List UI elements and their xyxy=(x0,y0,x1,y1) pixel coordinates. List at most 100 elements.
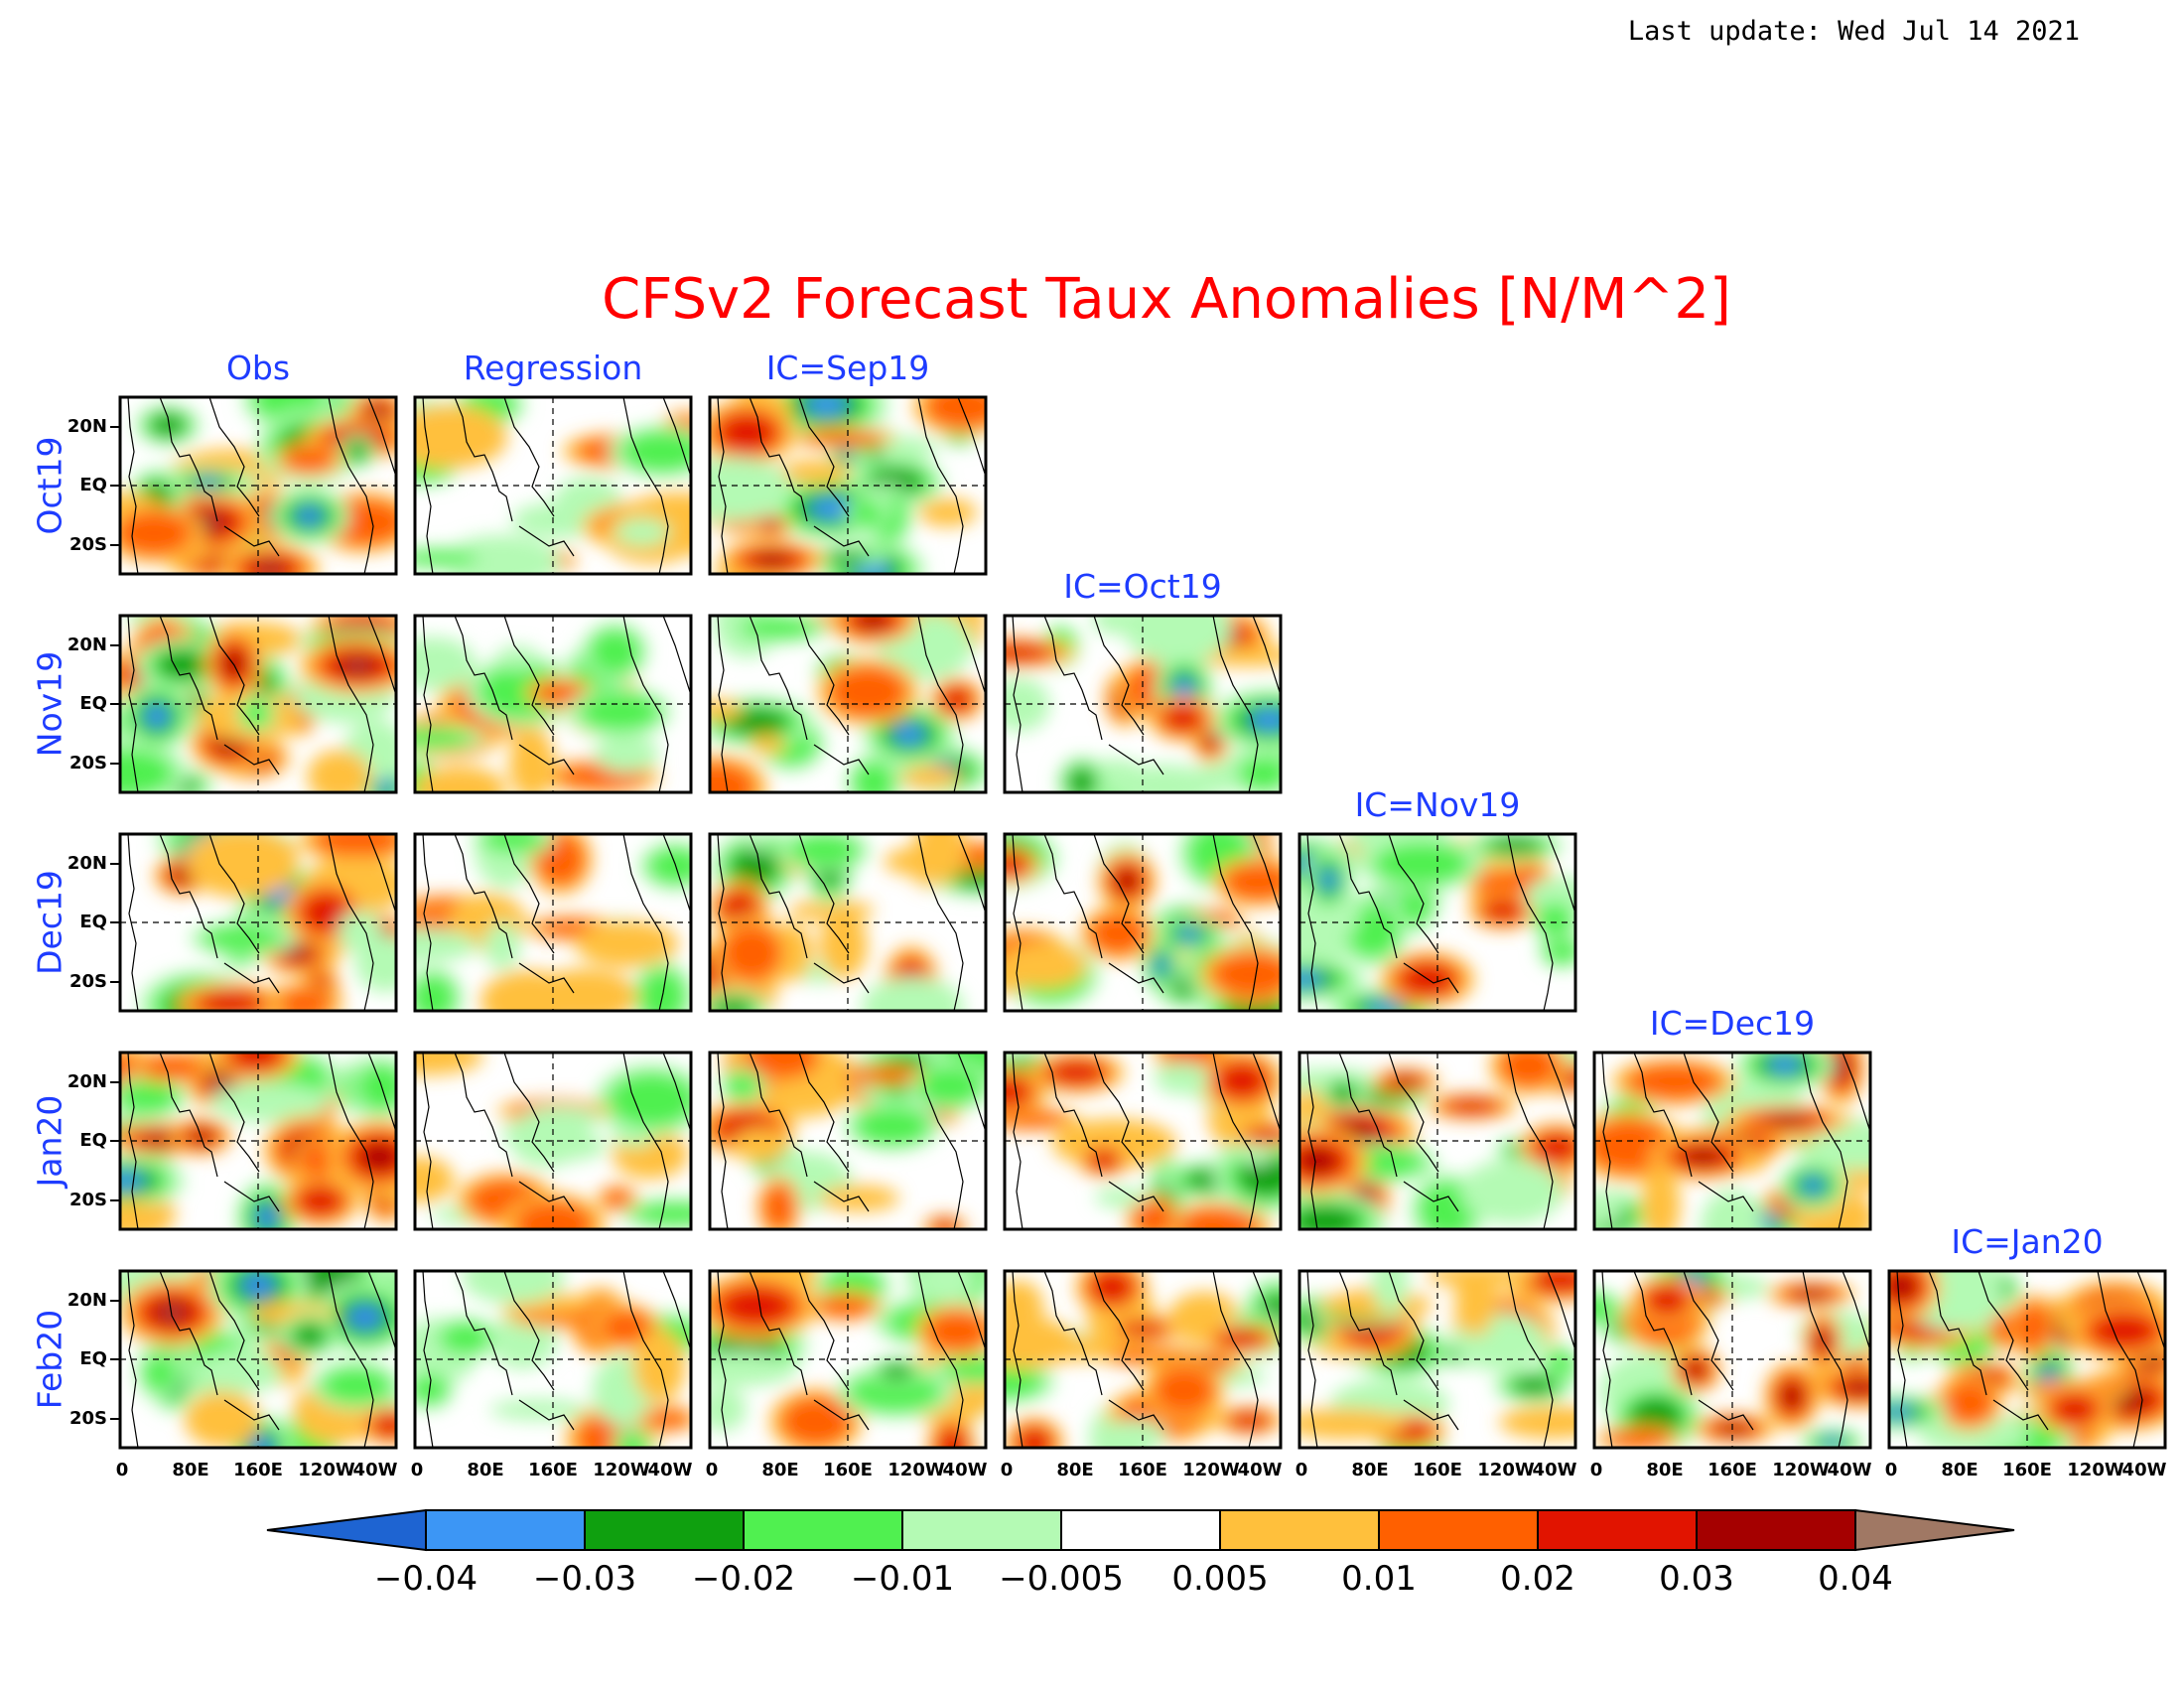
anomaly-contour xyxy=(483,920,521,970)
anomaly-contour xyxy=(1117,870,1138,892)
anomaly-contour xyxy=(479,970,579,1011)
anomaly-field xyxy=(1889,1271,2165,1448)
anomaly-contour xyxy=(918,1271,978,1303)
coastline xyxy=(503,1053,555,1173)
y-tick-label: EQ xyxy=(79,1130,107,1151)
coastline xyxy=(1842,1271,1870,1351)
anomaly-contour xyxy=(753,553,790,567)
x-tick-label: 40W xyxy=(1238,1460,1283,1480)
last-update-label: Last update: Wed Jul 14 2021 xyxy=(1628,16,2080,47)
coastline xyxy=(422,1271,434,1448)
anomaly-field xyxy=(415,397,691,574)
anomaly-contour xyxy=(892,724,926,746)
anomaly-contour xyxy=(2092,1314,2156,1348)
anomaly-contour xyxy=(513,1199,595,1229)
coastline xyxy=(717,616,729,792)
anomaly-contour xyxy=(1300,1149,1335,1173)
anomaly-contour xyxy=(1238,756,1281,791)
anomaly-contour xyxy=(938,1428,966,1448)
coastline xyxy=(662,834,691,914)
panel-frame xyxy=(413,614,693,794)
anomaly-contour xyxy=(1088,912,1148,955)
coastline xyxy=(1388,1271,1439,1391)
anomaly-contour xyxy=(1536,1134,1575,1162)
x-tick-label: 120W xyxy=(593,1460,650,1480)
coastline xyxy=(957,1271,986,1351)
coastline xyxy=(717,397,729,574)
x-tick-label: 160E xyxy=(233,1460,283,1480)
anomaly-contour xyxy=(594,734,659,774)
anomaly-contour xyxy=(710,1351,798,1387)
x-tick-label: 40W xyxy=(648,1460,693,1480)
anomaly-contour xyxy=(374,409,382,416)
ic-label: IC=Oct19 xyxy=(1063,567,1221,606)
anomaly-field xyxy=(1005,834,1281,1011)
coastline xyxy=(454,397,513,522)
anomaly-contour xyxy=(358,1313,371,1322)
anomaly-contour xyxy=(1091,1271,1133,1304)
panel-frame xyxy=(708,395,988,576)
coastline xyxy=(518,1181,575,1212)
anomaly-contour xyxy=(377,776,394,792)
coastline xyxy=(1108,1399,1164,1431)
anomaly-contour xyxy=(710,699,743,721)
coastline xyxy=(662,616,691,696)
colorbar-extend-high xyxy=(1854,1508,2015,1552)
anomaly-contour xyxy=(828,665,908,719)
anomaly-contour xyxy=(312,834,396,858)
anomaly-contour xyxy=(1843,1380,1870,1395)
y-tick-label: 20S xyxy=(69,971,107,992)
anomaly-contour xyxy=(932,1220,958,1229)
anomaly-field xyxy=(1594,1271,1870,1448)
anomaly-field xyxy=(1299,1053,1575,1229)
coastline xyxy=(917,1053,964,1229)
coastline xyxy=(1507,834,1554,1011)
coastline xyxy=(159,1053,218,1178)
coastline xyxy=(917,1271,964,1448)
coastline xyxy=(622,616,669,792)
panel-r1-c3 xyxy=(1003,614,1283,794)
coastline xyxy=(1306,1053,1318,1229)
anomaly-field xyxy=(710,834,986,1011)
x-tick-label: 0 xyxy=(116,1460,129,1480)
x-tick-label: 160E xyxy=(1707,1460,1757,1480)
coastline xyxy=(1252,1271,1281,1351)
anomaly-field xyxy=(1005,616,1281,792)
anomaly-contour xyxy=(508,728,555,792)
coastline xyxy=(1698,1399,1754,1431)
coastline xyxy=(798,397,850,517)
panel-frame xyxy=(413,395,693,576)
anomaly-contour xyxy=(298,1187,342,1216)
anomaly-contour xyxy=(1153,1365,1216,1416)
anomaly-contour xyxy=(1454,1271,1496,1336)
anomaly-field xyxy=(120,397,396,574)
anomaly-contour xyxy=(1604,1428,1672,1448)
anomaly-contour xyxy=(1530,1271,1575,1293)
anomaly-contour xyxy=(307,750,371,792)
coastlines xyxy=(422,1271,691,1448)
coastlines xyxy=(1896,1271,2165,1448)
coastline xyxy=(127,834,139,1011)
coastlines xyxy=(717,1053,986,1229)
coastline xyxy=(1928,1271,1987,1396)
coastline xyxy=(1388,834,1439,954)
anomaly-contour xyxy=(356,1062,396,1112)
anomaly-contour xyxy=(298,1141,339,1181)
anomaly-field xyxy=(120,616,396,792)
colorbar-tick-label: 0.005 xyxy=(1171,1559,1268,1599)
anomaly-contour xyxy=(1163,705,1202,732)
coastline xyxy=(1547,1271,1575,1351)
coastlines xyxy=(127,1271,396,1448)
y-tick-label: 20S xyxy=(69,1408,107,1429)
colorbar-tick-label: 0.02 xyxy=(1500,1559,1575,1599)
y-tick-label: EQ xyxy=(79,912,107,932)
coastline xyxy=(1043,834,1103,959)
colorbar-tick-label: −0.03 xyxy=(533,1559,636,1599)
anomaly-contour xyxy=(293,950,304,956)
x-tick-label: 40W xyxy=(1828,1460,1872,1480)
coastlines xyxy=(127,616,396,792)
anomaly-contour xyxy=(1049,1060,1104,1084)
anomaly-contour xyxy=(917,497,978,527)
anomaly-contour xyxy=(156,649,208,680)
